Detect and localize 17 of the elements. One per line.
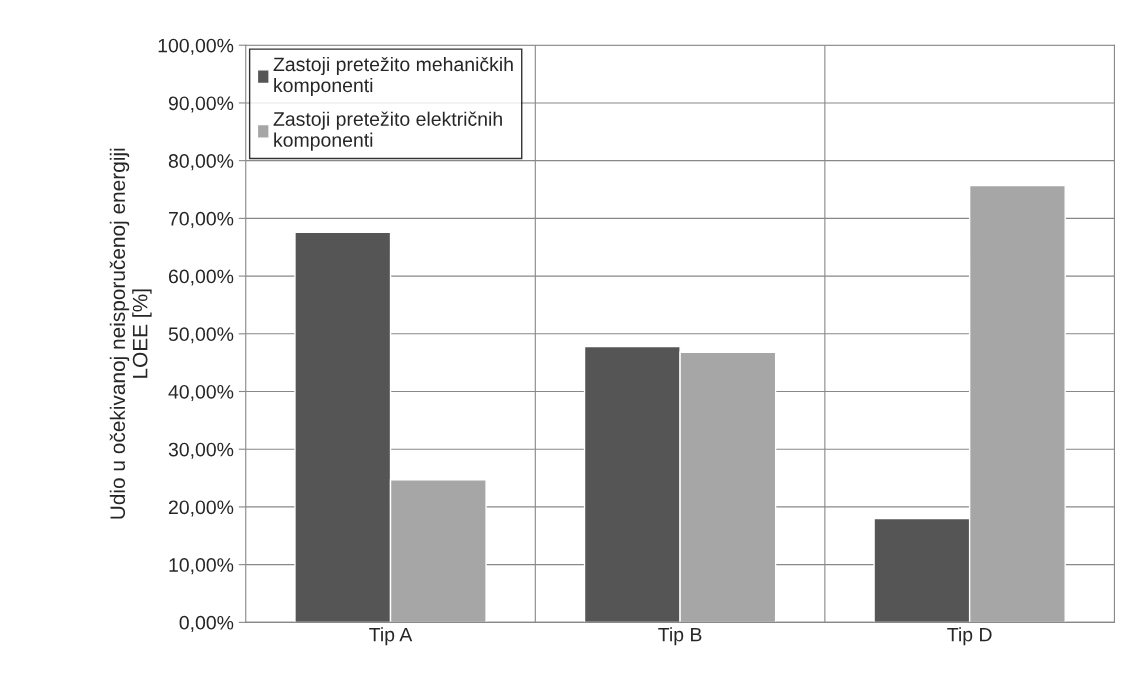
y-tick-label: 10,00% <box>169 558 234 575</box>
y-tick-label: 40,00% <box>168 384 234 402</box>
x-tick-label: Tip D <box>947 627 992 646</box>
y-tick-label: 30,00% <box>168 442 234 459</box>
y-tick-label: 50,00% <box>168 327 234 344</box>
legend-label: Zastoji pretežito električnih komponenti <box>273 111 502 151</box>
y-tick-label: 100,00% <box>158 38 234 55</box>
y-tick-label: 20,00% <box>168 500 234 517</box>
x-tick-label: Tip B <box>658 627 702 646</box>
legend-label: Zastoji pretežito mehaničkih komponenti <box>273 56 513 97</box>
y-tick-label: 0,00% <box>179 615 234 632</box>
y-axis-title: Udio u očekivanoj neisporučenoj energiji LOEE [%] <box>109 148 152 519</box>
x-tick-label: Tip A <box>369 627 413 646</box>
y-tick-label: 90,00% <box>168 96 234 113</box>
y-tick-label: 80,00% <box>168 154 234 171</box>
y-tick-label: 60,00% <box>168 269 234 286</box>
y-tick-label: 70,00% <box>168 211 234 228</box>
